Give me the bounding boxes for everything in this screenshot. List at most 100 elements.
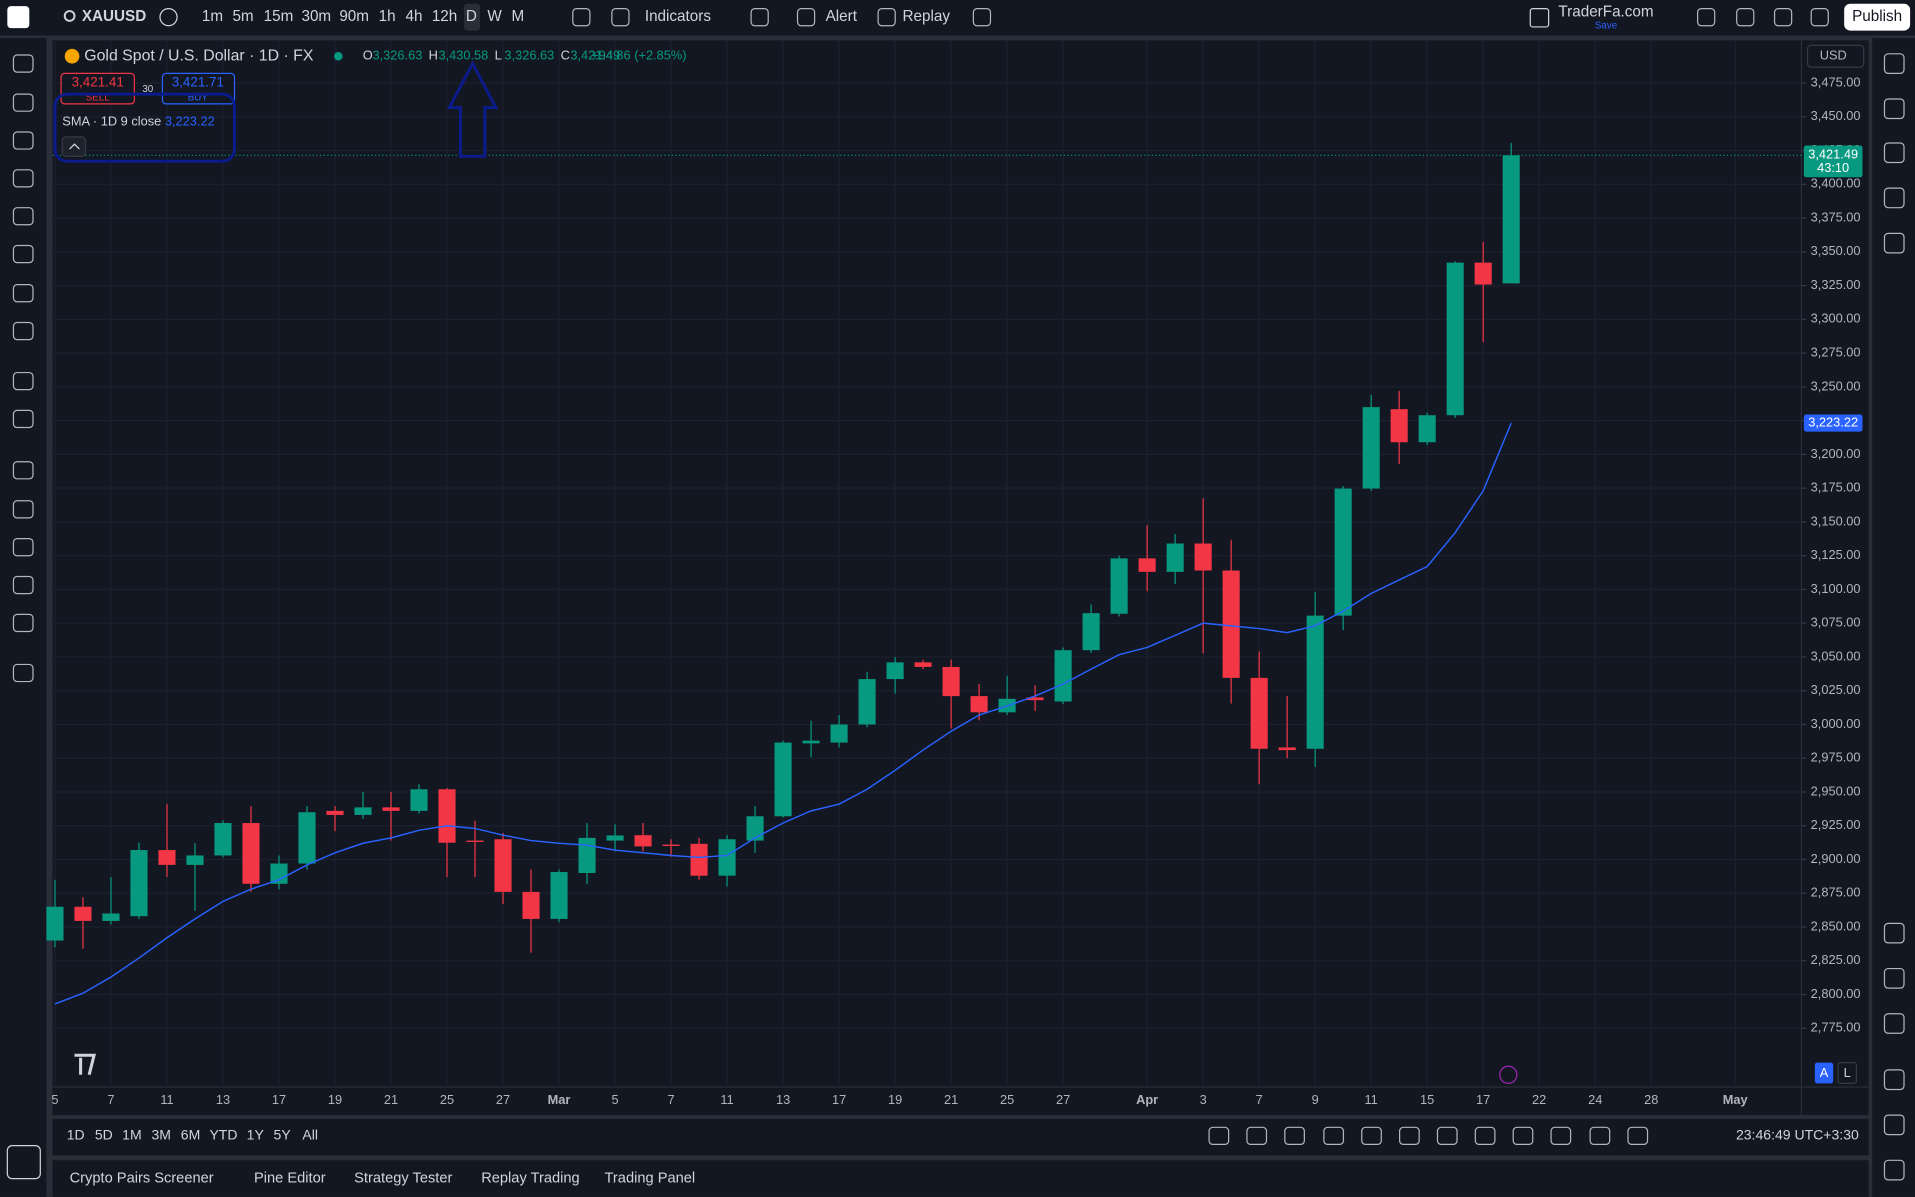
tool-icon[interactable] <box>12 169 34 188</box>
panel-icon[interactable] <box>1883 232 1905 254</box>
drawing-tool-icon[interactable] <box>1284 1126 1305 1146</box>
compare-button[interactable] <box>159 8 178 27</box>
drawing-tool-icon[interactable] <box>1208 1126 1230 1146</box>
bottom-tab[interactable]: Strategy Tester <box>354 1170 452 1186</box>
tool-icon[interactable] <box>12 244 34 264</box>
bottom-tab[interactable]: Crypto Pairs Screener <box>70 1170 214 1186</box>
range-button[interactable]: 1D <box>67 1127 85 1143</box>
interval-button[interactable]: 90m <box>339 8 369 25</box>
range-button[interactable]: 5D <box>95 1127 113 1143</box>
drawing-tool-icon[interactable] <box>1436 1126 1458 1146</box>
interval-button[interactable]: 15m <box>264 8 294 25</box>
interval-button[interactable]: 4h <box>406 8 423 25</box>
publish-bg[interactable] <box>1844 3 1911 31</box>
toolbar-icon[interactable] <box>796 8 816 27</box>
panel-icon[interactable] <box>1883 1013 1905 1034</box>
drawing-tool-icon[interactable] <box>1512 1126 1534 1146</box>
sell-label[interactable]: SELL <box>86 92 110 103</box>
tool-icon[interactable] <box>12 613 34 633</box>
buy-label[interactable]: BUY <box>188 92 209 103</box>
toolbar-icon[interactable] <box>611 8 630 27</box>
panel-icon[interactable] <box>1883 1114 1905 1136</box>
toolbar-icon[interactable] <box>1810 8 1829 27</box>
panel-icon[interactable] <box>1883 53 1905 74</box>
interval-button[interactable]: 5m <box>232 8 253 25</box>
logo[interactable] <box>7 6 30 29</box>
toolbar-icon[interactable] <box>877 8 896 27</box>
panel-icon[interactable] <box>1883 922 1905 944</box>
drawing-tool-icon[interactable] <box>1589 1126 1611 1146</box>
drawing-tool-icon[interactable] <box>1627 1126 1649 1146</box>
auto-button[interactable]: A <box>1820 1065 1829 1080</box>
alert-button[interactable]: Alert <box>826 8 858 25</box>
tool-icon[interactable] <box>12 500 34 519</box>
tool-icon[interactable] <box>12 54 34 73</box>
symbol[interactable]: XAUUSD <box>82 8 146 25</box>
toolbar-icon[interactable] <box>1773 8 1793 27</box>
tool-icon[interactable] <box>12 371 34 391</box>
indicators-button[interactable]: Indicators <box>645 8 711 25</box>
toolbar-icon[interactable] <box>750 8 769 27</box>
interval-button[interactable]: D <box>466 8 477 25</box>
interval-button[interactable]: W <box>487 8 502 25</box>
log-button[interactable]: L <box>1844 1065 1851 1080</box>
toolbar-icon[interactable] <box>1696 8 1716 27</box>
currency[interactable]: USD <box>1820 48 1847 63</box>
drawing-tool-icon[interactable] <box>1361 1126 1382 1146</box>
favorites-button[interactable] <box>6 1145 41 1180</box>
log-button-bg[interactable] <box>1837 1061 1857 1084</box>
drawing-tool-icon[interactable] <box>1246 1126 1268 1146</box>
panel-icon[interactable] <box>1883 142 1905 164</box>
sell-price[interactable]: 3,421.41 <box>72 75 124 90</box>
tool-icon[interactable] <box>12 663 34 683</box>
range-button[interactable]: 3M <box>151 1127 171 1143</box>
auto-button-bg[interactable] <box>1814 1062 1834 1084</box>
drawing-tool-icon[interactable] <box>1550 1126 1572 1146</box>
drawing-tool-icon[interactable] <box>1474 1126 1496 1146</box>
tool-icon[interactable] <box>12 93 34 112</box>
tool-icon[interactable] <box>12 575 34 595</box>
tool-icon[interactable] <box>12 538 34 557</box>
interval-button[interactable]: 30m <box>301 8 331 25</box>
range-button[interactable]: YTD <box>209 1127 237 1143</box>
panel-icon[interactable] <box>1883 187 1905 209</box>
range-button[interactable]: 6M <box>181 1127 201 1143</box>
panel-icon[interactable] <box>1883 1069 1905 1091</box>
drawing-tool-icon[interactable] <box>1399 1126 1420 1146</box>
toolbar-icon[interactable] <box>572 8 591 27</box>
save-button[interactable]: Save <box>1595 20 1617 31</box>
bottom-tab[interactable]: Trading Panel <box>605 1170 696 1186</box>
site-name[interactable]: TraderFa.com <box>1558 3 1653 20</box>
panel-icon[interactable] <box>1883 98 1905 120</box>
range-button[interactable]: 5Y <box>274 1127 292 1143</box>
panel-icon[interactable] <box>1883 1159 1905 1181</box>
interval-button[interactable]: M <box>511 8 524 25</box>
interval-button[interactable]: 12h <box>432 8 457 25</box>
buy-button[interactable] <box>161 72 236 105</box>
collapse-button[interactable] <box>61 136 87 157</box>
publish-button[interactable]: Publish <box>1852 8 1902 25</box>
interval-button[interactable]: 1m <box>202 8 223 25</box>
search-icon[interactable] <box>63 10 76 22</box>
layout-icon[interactable] <box>1529 8 1550 28</box>
tool-icon[interactable] <box>12 284 34 303</box>
toolbar-icon[interactable] <box>972 8 992 27</box>
sell-button[interactable] <box>60 72 135 105</box>
tool-icon[interactable] <box>12 461 34 480</box>
tool-icon[interactable] <box>12 131 34 150</box>
range-button[interactable]: 1Y <box>247 1127 265 1143</box>
bottom-tab[interactable]: Pine Editor <box>254 1170 326 1186</box>
events-icon[interactable] <box>1499 1065 1518 1084</box>
tool-icon[interactable] <box>12 207 34 226</box>
currency-select[interactable] <box>1806 44 1865 68</box>
bottom-tab[interactable]: Replay Trading <box>481 1170 579 1186</box>
buy-price[interactable]: 3,421.71 <box>172 75 224 90</box>
tool-icon[interactable] <box>12 321 34 341</box>
drawing-tool-icon[interactable] <box>1323 1126 1345 1146</box>
replay-button[interactable]: Replay <box>903 8 951 25</box>
tool-icon[interactable] <box>12 409 34 429</box>
range-button[interactable]: 1M <box>122 1127 141 1143</box>
interval-button[interactable]: 1h <box>379 8 396 25</box>
range-button[interactable]: All <box>302 1127 318 1143</box>
panel-icon[interactable] <box>1883 967 1905 989</box>
